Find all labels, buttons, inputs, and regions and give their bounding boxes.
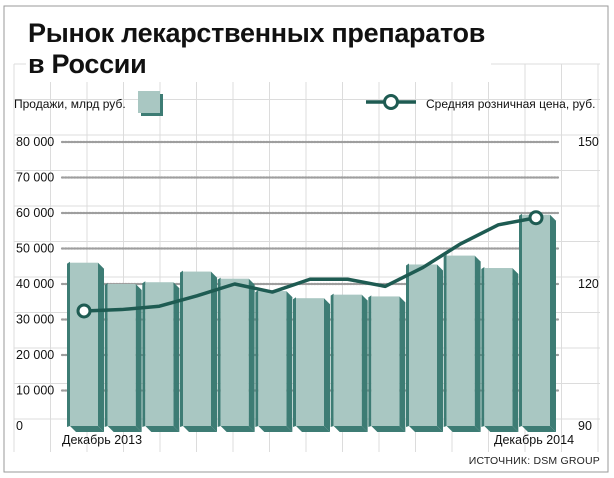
line-legend-swatch — [366, 94, 416, 110]
sales-bar-side — [286, 291, 293, 432]
sales-bar-left-edge — [142, 281, 146, 427]
x-label-end: Декабрь 2014 — [494, 433, 574, 447]
sales-bar-face — [333, 294, 362, 426]
source-note: ИСТОЧНИК: DSM GROUP — [466, 454, 602, 468]
sales-bar-left-edge — [406, 263, 409, 427]
sales-bar-bottom — [484, 426, 519, 432]
sales-bar-bottom — [107, 426, 142, 432]
sales-bar-bottom — [145, 426, 180, 432]
sales-bar — [481, 267, 519, 432]
sales-bar — [293, 297, 330, 432]
sales-bar-face — [484, 268, 513, 426]
sales-bar-left-edge — [330, 293, 334, 427]
sales-bar — [406, 263, 443, 432]
sales-bar-left-edge — [255, 290, 259, 427]
left-axis-tick-label: 0 — [16, 419, 23, 433]
title-line-2: в России — [28, 49, 147, 79]
sales-bar-left-edge — [180, 270, 183, 427]
sales-bar — [217, 277, 255, 432]
sales-bar-left-edge — [368, 295, 372, 427]
title-line-1: Рынок лекарственных препаратов — [28, 18, 486, 48]
left-axis-tick-label: 10 000 — [16, 384, 54, 398]
sales-bar-face — [107, 284, 136, 426]
sales-bar-face — [371, 296, 400, 426]
sales-bar-side — [324, 298, 330, 432]
sales-bar-left-edge — [104, 283, 108, 427]
sales-bar — [368, 295, 406, 432]
sales-bar-side — [550, 214, 556, 432]
sales-bar-side — [361, 294, 368, 432]
left-axis-tick-label: 50 000 — [16, 242, 54, 256]
sales-bar-bottom — [296, 426, 330, 432]
sales-bar — [519, 213, 556, 432]
sales-bar-left-edge — [443, 254, 447, 427]
outer-border — [3, 5, 609, 473]
left-axis-tick-label: 30 000 — [16, 313, 54, 327]
bars-legend-swatch — [138, 91, 163, 116]
sales-bar-face — [522, 214, 550, 426]
sales-bar — [67, 261, 104, 432]
sales-bar-side — [399, 296, 406, 432]
line-legend-label: Средняя розничная цена, руб. — [426, 97, 595, 111]
sales-bar-bottom — [183, 426, 217, 432]
sales-bar-bottom — [70, 426, 104, 432]
sales-bar-side — [98, 262, 104, 432]
sales-bar-bottom — [446, 426, 481, 432]
sales-bar-bottom — [522, 426, 556, 432]
left-axis-tick-label: 20 000 — [16, 348, 54, 362]
sales-bar-bottom — [371, 426, 406, 432]
sales-bar-face — [258, 291, 287, 426]
sales-bar-side — [173, 282, 180, 432]
x-label-start: Декабрь 2013 — [62, 433, 142, 447]
sales-bar-left-edge — [519, 213, 522, 427]
sales-bar — [330, 293, 368, 432]
sales-bar-left-edge — [293, 297, 296, 427]
sales-bar-side — [512, 268, 519, 432]
left-axis-tick-label: 70 000 — [16, 171, 54, 185]
right-axis-tick-label: 90 — [578, 419, 592, 433]
chart-title: Рынок лекарственных препаратов в России — [26, 18, 492, 82]
bars-legend-label: Продажи, млрд руб. — [14, 97, 126, 111]
sales-bar-side — [248, 278, 255, 432]
sales-bar-side — [135, 284, 142, 432]
sales-bar-face — [296, 298, 324, 426]
sales-bar-left-edge — [217, 277, 221, 427]
sales-bar-face — [409, 264, 437, 426]
sales-bar-bottom — [333, 426, 368, 432]
sales-bar-face — [220, 278, 249, 426]
sales-bar-bottom — [409, 426, 443, 432]
sales-bar-face — [446, 255, 475, 426]
sales-bar — [104, 283, 142, 432]
sales-bar — [443, 254, 481, 432]
sales-bar-left-edge — [481, 267, 485, 427]
sales-bar-side — [211, 271, 217, 432]
left-axis-tick-label: 80 000 — [16, 135, 54, 149]
left-axis-tick-label: 60 000 — [16, 206, 54, 220]
sales-bar — [255, 290, 293, 432]
sales-bar-side — [474, 255, 481, 432]
sales-bar-face — [70, 262, 98, 426]
left-axis-tick-label: 40 000 — [16, 277, 54, 291]
sales-bar-side — [437, 264, 443, 432]
sales-bar-left-edge — [67, 261, 70, 427]
right-axis-tick-label: 120 — [578, 277, 599, 291]
sales-bar-bottom — [258, 426, 293, 432]
right-axis-tick-label: 150 — [578, 135, 599, 149]
sales-bar-bottom — [220, 426, 255, 432]
